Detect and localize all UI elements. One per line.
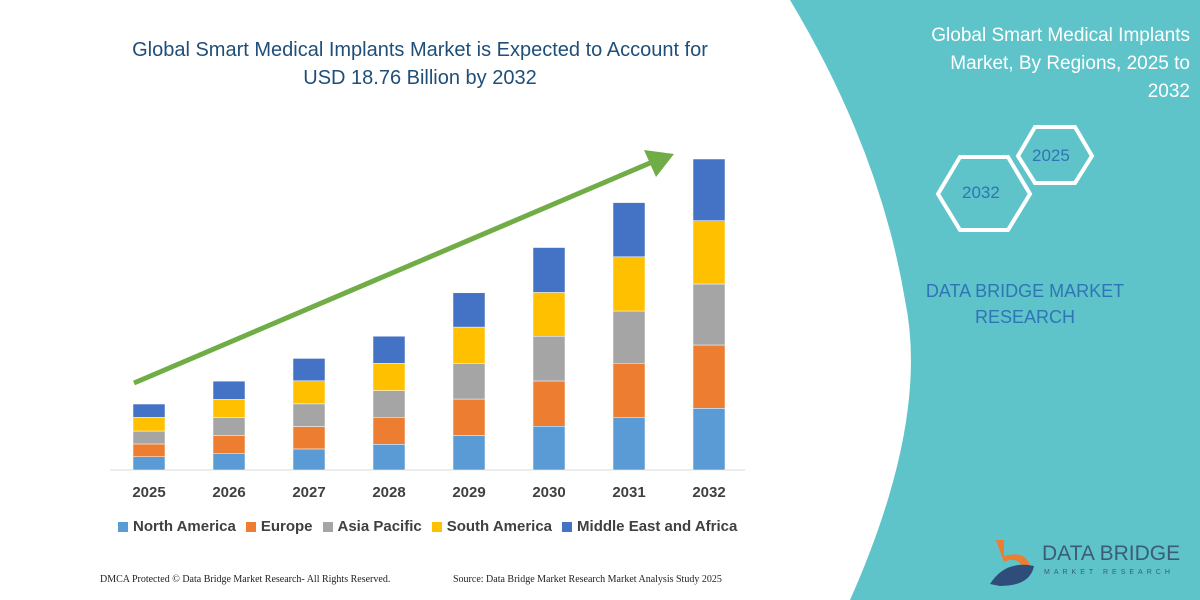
legend-label: Asia Pacific bbox=[337, 518, 422, 535]
bar-segment-2030-south-america bbox=[532, 292, 566, 337]
legend-swatch bbox=[322, 521, 333, 532]
logo-subtitle: MARKET RESEARCH bbox=[1044, 569, 1174, 576]
bar-segment-2027-south-america bbox=[292, 380, 326, 405]
bar-segment-2027-asia-pacific bbox=[292, 403, 326, 427]
bar-segment-2029-middle-east-and-africa bbox=[452, 292, 486, 328]
side-panel-title: Global Smart Medical Implants Market, By… bbox=[931, 25, 1190, 102]
bar-segment-2026-south-america bbox=[212, 399, 246, 418]
source-text: Source: Data Bridge Market Research Mark… bbox=[453, 574, 722, 585]
bar-segment-2028-asia-pacific bbox=[372, 390, 406, 418]
bar-segment-2026-asia-pacific bbox=[212, 417, 246, 436]
legend-label: Middle East and Africa bbox=[577, 518, 738, 535]
bar-segment-2030-europe bbox=[532, 380, 566, 427]
legend-item: Asia Pacific bbox=[322, 518, 422, 535]
logo-name: DATA BRIDGE bbox=[1042, 542, 1181, 565]
bar-segment-2025-north-america bbox=[132, 456, 166, 471]
bar-segment-2030-north-america bbox=[532, 425, 566, 471]
logo-icon bbox=[990, 540, 1034, 586]
bar-segment-2027-middle-east-and-africa bbox=[292, 358, 326, 382]
bar-segment-2029-europe bbox=[452, 398, 486, 436]
bar-segment-2031-north-america bbox=[612, 417, 646, 471]
bar-segment-2025-middle-east-and-africa bbox=[132, 403, 166, 418]
bar-segment-2029-south-america bbox=[452, 326, 486, 364]
bar-segment-2025-south-america bbox=[132, 417, 166, 432]
brand-text: DATA BRIDGE MARKET RESEARCH bbox=[925, 281, 1125, 327]
bar-segment-2029-asia-pacific bbox=[452, 363, 486, 400]
legend-item: Middle East and Africa bbox=[562, 518, 737, 535]
legend-swatch bbox=[562, 521, 573, 532]
x-tick-label: 2030 bbox=[532, 484, 566, 501]
bar-segment-2027-europe bbox=[292, 426, 326, 450]
bar-segment-2030-middle-east-and-africa bbox=[532, 247, 566, 293]
x-tick-label: 2031 bbox=[612, 484, 646, 501]
bar-segment-2030-asia-pacific bbox=[532, 335, 566, 382]
teal-side-panel bbox=[790, 0, 1200, 600]
bar-segment-2032-middle-east-and-africa bbox=[692, 158, 726, 221]
legend-label: South America bbox=[446, 518, 553, 535]
bar-segment-2026-north-america bbox=[212, 453, 246, 471]
x-tick-label: 2032 bbox=[692, 484, 726, 501]
copyright-text: DMCA Protected © Data Bridge Market Rese… bbox=[100, 574, 391, 585]
bar-segment-2028-middle-east-and-africa bbox=[372, 335, 406, 364]
trend-arrow bbox=[133, 150, 674, 386]
bar-segment-2025-asia-pacific bbox=[132, 430, 166, 445]
legend-label: North America bbox=[133, 518, 236, 535]
bar-segment-2032-europe bbox=[692, 344, 726, 409]
legend-item: Europe bbox=[245, 518, 313, 535]
bar-segment-2029-north-america bbox=[452, 435, 486, 471]
bar-segment-2032-north-america bbox=[692, 408, 726, 471]
hexagon-2025 bbox=[1015, 125, 1095, 185]
bar-segment-2026-middle-east-and-africa bbox=[212, 380, 246, 400]
x-tick-label: 2025 bbox=[132, 484, 166, 501]
hex-label-2025: 2025 bbox=[1032, 146, 1070, 165]
legend-label: Europe bbox=[260, 518, 313, 535]
bars-group bbox=[132, 158, 726, 471]
bar-segment-2027-north-america bbox=[292, 448, 326, 471]
bar-segment-2032-south-america bbox=[692, 220, 726, 285]
bar-segment-2025-europe bbox=[132, 443, 166, 457]
bar-segment-2028-europe bbox=[372, 417, 406, 445]
x-tick-label: 2028 bbox=[372, 484, 406, 501]
chart-title: Global Smart Medical Implants Market is … bbox=[132, 39, 708, 89]
bar-segment-2031-europe bbox=[612, 362, 646, 418]
legend-swatch bbox=[245, 521, 256, 532]
legend: North America Europe Asia Pacific South Ame… bbox=[118, 518, 737, 535]
hexagon-2032 bbox=[935, 125, 1095, 232]
x-tick-label: 2027 bbox=[292, 484, 326, 501]
x-tick-label: 2026 bbox=[212, 484, 246, 501]
legend-item: North America bbox=[118, 518, 236, 535]
x-tick-label: 2029 bbox=[452, 484, 486, 501]
bar-segment-2028-north-america bbox=[372, 444, 406, 471]
legend-item: South America bbox=[431, 518, 553, 535]
legend-swatch bbox=[431, 521, 442, 532]
hex-label-2032: 2032 bbox=[962, 183, 1000, 202]
bar-segment-2031-asia-pacific bbox=[612, 310, 646, 364]
bar-segment-2028-south-america bbox=[372, 362, 406, 391]
legend-swatch bbox=[118, 521, 128, 532]
bar-segment-2032-asia-pacific bbox=[692, 283, 726, 346]
bar-segment-2031-south-america bbox=[612, 256, 646, 312]
bar-segment-2031-middle-east-and-africa bbox=[612, 202, 646, 258]
bar-segment-2026-europe bbox=[212, 435, 246, 455]
